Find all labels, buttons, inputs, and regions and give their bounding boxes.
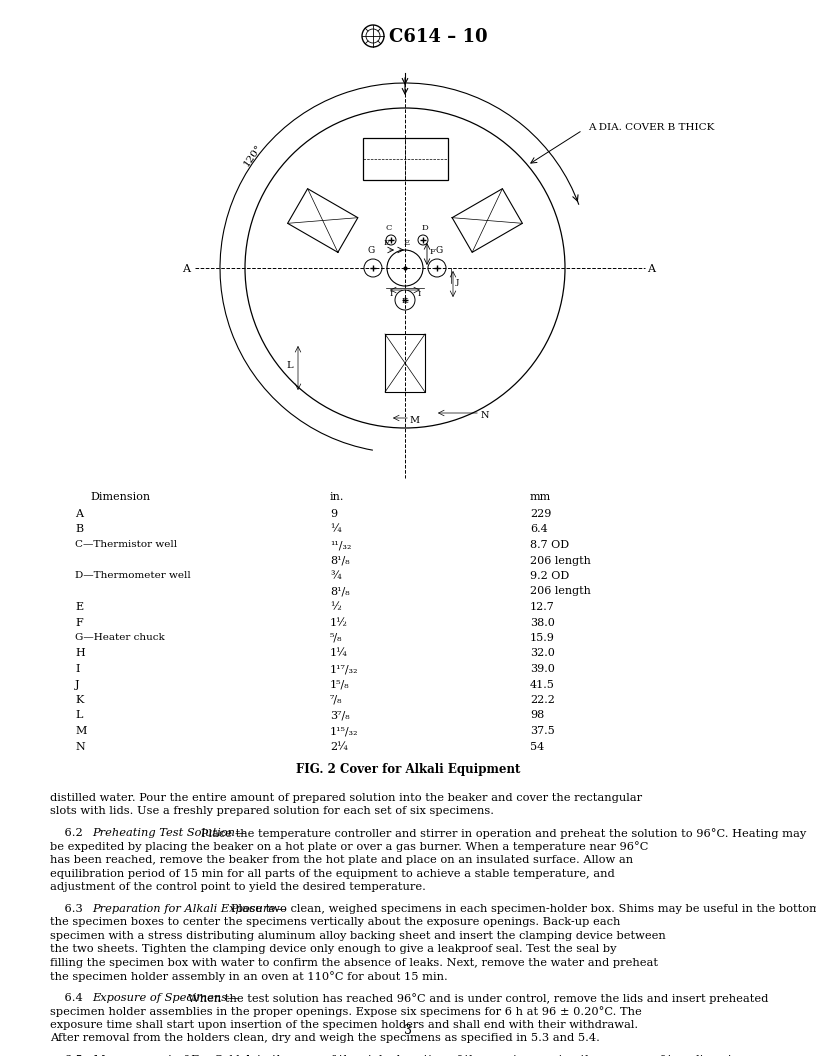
Text: 41.5: 41.5 xyxy=(530,679,555,690)
Text: 9.2 OD: 9.2 OD xyxy=(530,571,570,581)
Text: E: E xyxy=(75,602,83,612)
Text: 6.5: 6.5 xyxy=(50,1055,90,1056)
Text: 1⁵/₈: 1⁵/₈ xyxy=(330,679,349,690)
Text: specimen holder assemblies in the proper openings. Expose six specimens for 6 h : specimen holder assemblies in the proper… xyxy=(50,1006,641,1017)
Text: equilibration period of 15 min for all parts of the equipment to achieve a stabl: equilibration period of 15 min for all p… xyxy=(50,869,614,879)
Text: L: L xyxy=(75,711,82,720)
Text: 120°: 120° xyxy=(242,143,264,168)
Text: M: M xyxy=(410,416,420,425)
Text: 1¹⁵/₃₂: 1¹⁵/₃₂ xyxy=(330,727,358,736)
Text: filling the specimen box with water to confirm the absence of leaks. Next, remov: filling the specimen box with water to c… xyxy=(50,958,658,967)
Text: I: I xyxy=(389,290,392,298)
Text: C: C xyxy=(386,224,392,232)
Text: 206 length: 206 length xyxy=(530,555,591,566)
Text: K: K xyxy=(401,297,408,305)
Text: FIG. 2 Cover for Alkali Equipment: FIG. 2 Cover for Alkali Equipment xyxy=(296,763,520,776)
Text: 98: 98 xyxy=(530,711,544,720)
Text: A: A xyxy=(75,509,83,518)
Text: ¹¹/₃₂: ¹¹/₃₂ xyxy=(330,540,352,550)
Text: N: N xyxy=(481,411,490,420)
Text: E: E xyxy=(404,239,410,247)
Text: 6.4: 6.4 xyxy=(530,525,548,534)
Text: in.: in. xyxy=(330,492,344,502)
Text: 229: 229 xyxy=(530,509,552,518)
Text: A DIA. COVER B THICK: A DIA. COVER B THICK xyxy=(588,122,714,132)
Text: F: F xyxy=(75,618,82,627)
Text: exposure time shall start upon insertion of the specimen holders and shall end w: exposure time shall start upon insertion… xyxy=(50,1020,638,1030)
Text: the specimen holder assembly in an oven at 110°C for about 15 min.: the specimen holder assembly in an oven … xyxy=(50,972,448,982)
Text: C—Thermistor well: C—Thermistor well xyxy=(75,540,177,549)
Text: has been reached, remove the beaker from the hot plate and place on an insulated: has been reached, remove the beaker from… xyxy=(50,855,633,865)
Text: Preheating Test Solution—: Preheating Test Solution— xyxy=(92,828,246,838)
Text: 12.7: 12.7 xyxy=(530,602,555,612)
Text: 32.0: 32.0 xyxy=(530,648,555,659)
Bar xyxy=(362,138,447,180)
Text: Exposure of Specimens—: Exposure of Specimens— xyxy=(92,993,238,1003)
Text: 8¹/₈: 8¹/₈ xyxy=(330,555,349,566)
Text: Measurement of Exposed Area—: Measurement of Exposed Area— xyxy=(92,1055,282,1056)
Text: M: M xyxy=(75,727,86,736)
Text: G: G xyxy=(367,246,375,254)
Text: 1¼: 1¼ xyxy=(330,648,348,659)
Text: A: A xyxy=(647,264,655,274)
Text: 8¹/₈: 8¹/₈ xyxy=(330,586,349,597)
Text: 3⁷/₈: 3⁷/₈ xyxy=(330,711,349,720)
Text: 37.5: 37.5 xyxy=(530,727,555,736)
Text: slots with lids. Use a freshly prepared solution for each set of six specimens.: slots with lids. Use a freshly prepared … xyxy=(50,807,494,816)
Text: be expedited by placing the beaker on a hot plate or over a gas burner. When a t: be expedited by placing the beaker on a … xyxy=(50,842,649,852)
Text: G: G xyxy=(436,246,442,254)
Text: N: N xyxy=(75,741,85,752)
Text: specimen with a stress distributing aluminum alloy backing sheet and insert the : specimen with a stress distributing alum… xyxy=(50,930,666,941)
Text: 22.2: 22.2 xyxy=(530,695,555,705)
Text: 1½: 1½ xyxy=(330,618,348,627)
Text: 206 length: 206 length xyxy=(530,586,591,597)
Text: ½: ½ xyxy=(330,602,341,612)
Text: F: F xyxy=(430,248,436,256)
Text: L: L xyxy=(286,361,293,370)
Text: After removal from the holders clean, dry and weigh the specimens as specified i: After removal from the holders clean, dr… xyxy=(50,1034,600,1043)
Text: D: D xyxy=(422,224,428,232)
Text: 3: 3 xyxy=(404,1023,412,1037)
Text: ⁵/₈: ⁵/₈ xyxy=(330,633,343,643)
Text: 54: 54 xyxy=(530,741,544,752)
Text: 8.7 OD: 8.7 OD xyxy=(530,540,569,550)
Text: I: I xyxy=(417,290,421,298)
Text: J: J xyxy=(75,679,80,690)
Text: B: B xyxy=(75,525,83,534)
Text: 15.9: 15.9 xyxy=(530,633,555,643)
Text: 39.0: 39.0 xyxy=(530,664,555,674)
Text: When the test solution has reached 96°C and is under control, remove the lids an: When the test solution has reached 96°C … xyxy=(188,993,768,1003)
Text: K: K xyxy=(75,695,83,705)
Text: mm: mm xyxy=(530,492,552,502)
Text: 6.3: 6.3 xyxy=(50,904,90,913)
Text: the two sheets. Tighten the clamping device only enough to give a leakproof seal: the two sheets. Tighten the clamping dev… xyxy=(50,944,617,955)
Text: Calculate the area of the etched portion of the specimen using the average of tw: Calculate the area of the etched portion… xyxy=(214,1055,754,1056)
Text: 38.0: 38.0 xyxy=(530,618,555,627)
Text: 9: 9 xyxy=(330,509,337,518)
Text: 2¼: 2¼ xyxy=(330,741,348,752)
Text: adjustment of the control point to yield the desired temperature.: adjustment of the control point to yield… xyxy=(50,882,426,892)
Text: D—Thermometer well: D—Thermometer well xyxy=(75,571,191,580)
Text: ¼: ¼ xyxy=(330,525,341,534)
Text: J: J xyxy=(456,278,459,286)
Text: 6.4: 6.4 xyxy=(50,993,90,1003)
Text: 6.2: 6.2 xyxy=(50,828,90,838)
Text: C614 – 10: C614 – 10 xyxy=(389,29,488,46)
Text: H: H xyxy=(75,648,85,659)
Text: E: E xyxy=(384,239,390,247)
Text: ⁷/₈: ⁷/₈ xyxy=(330,695,343,705)
Text: G—Heater chuck: G—Heater chuck xyxy=(75,633,165,642)
Text: ¾: ¾ xyxy=(330,571,341,581)
Text: 1¹⁷/₃₂: 1¹⁷/₃₂ xyxy=(330,664,358,674)
Text: the specimen boxes to center the specimens vertically about the exposure opening: the specimen boxes to center the specime… xyxy=(50,918,620,927)
Text: A: A xyxy=(182,264,190,274)
Text: Place two clean, weighed specimens in each specimen-holder box. Shims may be use: Place two clean, weighed specimens in ea… xyxy=(231,904,816,913)
Text: Preparation for Alkali Exposure—: Preparation for Alkali Exposure— xyxy=(92,904,286,913)
Text: I: I xyxy=(75,664,79,674)
Text: Dimension: Dimension xyxy=(90,492,150,502)
Text: Place the temperature controller and stirrer in operation and preheat the soluti: Place the temperature controller and sti… xyxy=(201,828,806,838)
Text: distilled water. Pour the entire amount of prepared solution into the beaker and: distilled water. Pour the entire amount … xyxy=(50,793,642,803)
